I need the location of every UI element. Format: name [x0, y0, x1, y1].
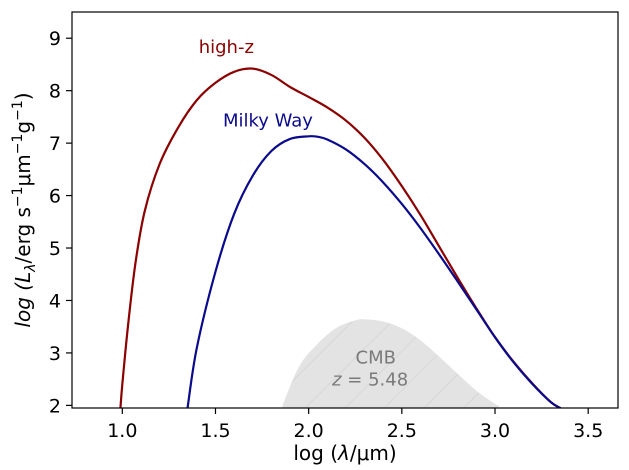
x-tick-label: 2.0: [294, 420, 324, 442]
x-axis-label-pre: log (: [293, 441, 338, 465]
cmb-hatch: [282, 319, 499, 408]
y-tick-label: 7: [49, 133, 61, 155]
series-label-high-z: high-z: [199, 37, 254, 58]
y-axis-label-sup3: −1: [10, 100, 26, 121]
series-line-milky-way: [186, 135, 562, 408]
cmb-redshift-value: = 5.48: [342, 369, 409, 390]
y-axis-label-var: L: [11, 272, 35, 283]
series-label-milky-way: Milky Way: [223, 110, 313, 131]
y-tick-label: 9: [49, 28, 61, 50]
x-tick-label: 2.5: [387, 420, 417, 442]
y-tick-label: 2: [49, 395, 61, 417]
y-axis-label: log (Lλ/erg s−1μm−1g−1): [10, 92, 39, 327]
x-axis-label-var: λ: [337, 441, 350, 465]
y-axis-label-sup1: −1: [10, 186, 26, 207]
y-axis-label-close: ): [11, 92, 35, 100]
x-axis-label-post: /μm): [350, 441, 397, 465]
y-axis-label-pre: log (: [11, 282, 35, 328]
y-tick-label: 8: [49, 81, 61, 103]
y-tick-label: 6: [49, 186, 61, 208]
x-tick-label: 1.0: [107, 420, 137, 442]
cmb-label: CMB: [356, 347, 396, 368]
y-tick-label: 5: [49, 238, 61, 260]
y-axis-label-mid: μm: [11, 154, 35, 186]
y-tick-label: 3: [49, 343, 61, 365]
x-tick-label: 3.5: [573, 420, 603, 442]
x-tick-label: 1.5: [200, 420, 230, 442]
x-axis-label: log (λ/μm): [293, 441, 396, 465]
y-axis-label-post: /erg s: [11, 207, 35, 263]
y-axis-label-sup2: −1: [10, 134, 26, 155]
y-tick-label: 4: [49, 290, 61, 312]
cmb-redshift-label: z = 5.48: [331, 369, 408, 390]
x-tick-label: 3.0: [480, 420, 510, 442]
y-axis-label-sub: λ: [23, 263, 39, 272]
plot-frame: [71, 11, 619, 409]
cmb-redshift-var: z: [331, 369, 342, 390]
y-axis-label-end: g: [11, 121, 35, 134]
